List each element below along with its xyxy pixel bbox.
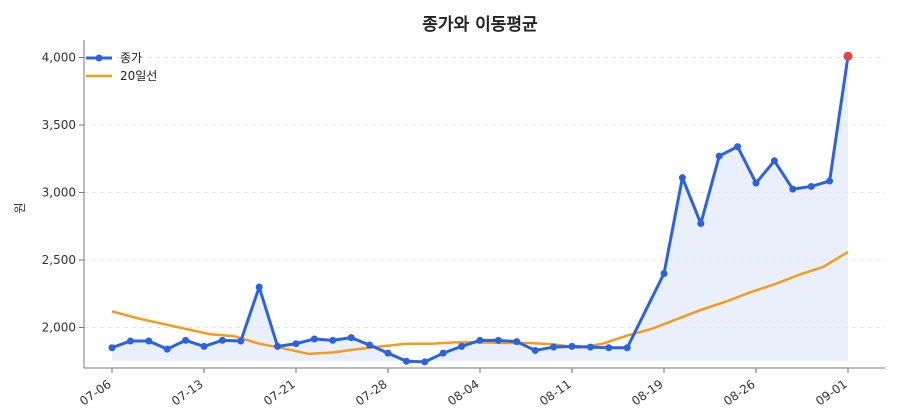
close-price-point [605,344,613,352]
last-close-point [843,51,853,61]
close-price-point [163,345,171,353]
close-price-point [274,342,282,350]
close-price-point [789,185,797,193]
legend-close-swatch-marker [95,54,103,62]
close-price-point [347,334,355,342]
close-price-point [421,358,429,366]
close-price-point [310,335,318,343]
close-price-point [807,182,815,190]
y-tick-label: 4,000 [42,51,76,65]
close-price-point [366,341,374,349]
close-price-point [384,349,392,357]
close-price-point [568,342,576,350]
close-price-point [623,344,631,352]
close-price-point [531,346,539,354]
close-price-point [660,270,668,278]
legend: 종가 20일선 [86,51,157,83]
y-tick-label: 3,000 [42,186,76,200]
close-price-point [586,343,594,351]
close-price-point [770,157,778,165]
y-tick-label: 2,500 [42,253,76,267]
close-price-point [678,174,686,182]
close-price-area [112,56,848,362]
close-price-point [715,152,723,160]
x-tick-label: 09-01 [813,377,850,408]
y-axis-label: 원 [13,202,27,213]
close-price-point [255,283,263,291]
close-price-point [182,336,190,344]
close-price-point [200,342,208,350]
x-tick-label: 07-13 [169,377,206,408]
x-tick-label: 08-04 [445,377,482,408]
close-price-point [402,357,410,365]
x-tick-label: 08-26 [721,377,758,408]
close-price-point [218,336,226,344]
close-price-point [734,143,742,151]
close-price-point [458,342,466,350]
close-price-point [697,220,705,228]
close-price-point [826,177,834,185]
x-tick-label: 07-21 [261,377,298,408]
close-price-point [237,337,245,345]
close-price-point [476,336,484,344]
close-price-point [292,340,300,348]
close-price-point [439,349,447,357]
series-layer [108,51,853,366]
y-tick-label: 3,500 [42,118,76,132]
close-price-point [752,179,760,187]
close-price-point [513,338,521,346]
x-tick-label: 07-06 [77,377,114,408]
x-tick-label: 08-19 [629,377,666,408]
chart-title: 종가와 이동평균 [422,15,538,35]
legend-close-label: 종가 [120,51,142,65]
legend-ma20-label: 20일선 [120,69,157,83]
y-tick-label: 2,000 [42,321,76,335]
close-price-point [550,343,558,351]
close-price-line [111,55,850,364]
close-price-point [145,337,153,345]
x-tick-label: 07-28 [353,377,390,408]
close-price-point [126,337,134,345]
x-tick-label: 08-11 [537,377,574,408]
close-price-point [329,336,337,344]
close-price-point [108,344,116,352]
close-price-point [494,336,502,344]
